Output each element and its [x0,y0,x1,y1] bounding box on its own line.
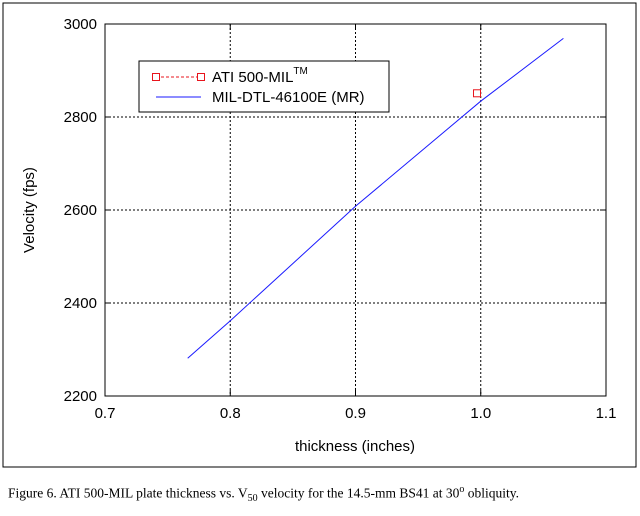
legend-box [138,60,390,113]
x-tick-labels: 0.7 0.8 0.9 1.0 1.1 [95,405,617,422]
x-axis-title: thickness (inches) [295,438,415,455]
series [187,38,564,359]
y-tick-label: 3000 [64,16,97,33]
caption-subscript: 50 [247,493,258,505]
caption-middle: velocity for the 14.5-mm BS41 at 30 [257,485,460,501]
caption-prefix: Figure 6. ATI 500-MIL plate thickness vs… [8,485,248,501]
x-tick-label: 0.8 [220,405,241,422]
series-line-mil-dtl-46100e [187,38,564,359]
x-tick-label: 0.7 [95,405,116,422]
y-tick-label: 2600 [64,202,97,219]
caption-suffix: obliquity. [464,485,519,501]
x-tick-label: 1.1 [596,405,617,422]
y-tick-label: 2200 [64,388,97,405]
y-tick-label: 2400 [64,295,97,312]
x-tick-label: 0.9 [345,405,366,422]
trademark-superscript: TM [293,66,307,77]
legend-marker-ati-left [152,73,160,81]
y-axis-title: Velocity (fps) [21,167,38,253]
x-tick-label: 1.0 [470,405,491,422]
figure-frame [2,2,637,468]
ticks [104,23,607,397]
data-point-ati-500-mil [472,89,481,98]
caption-degree: o [459,484,465,495]
legend-label-mil: MIL-DTL-46100E (MR) [212,89,365,106]
legend-label-ati: ATI 500-MILTM [212,66,308,86]
legend-marker-ati-right [197,73,205,81]
legend: ATI 500-MILTM MIL-DTL-46100E (MR) [138,60,390,113]
y-tick-labels: 2200 2400 2600 2800 3000 [64,16,97,405]
figure-caption: Figure 6. ATI 500-MIL plate thickness vs… [8,484,634,504]
y-tick-label: 2800 [64,109,97,126]
